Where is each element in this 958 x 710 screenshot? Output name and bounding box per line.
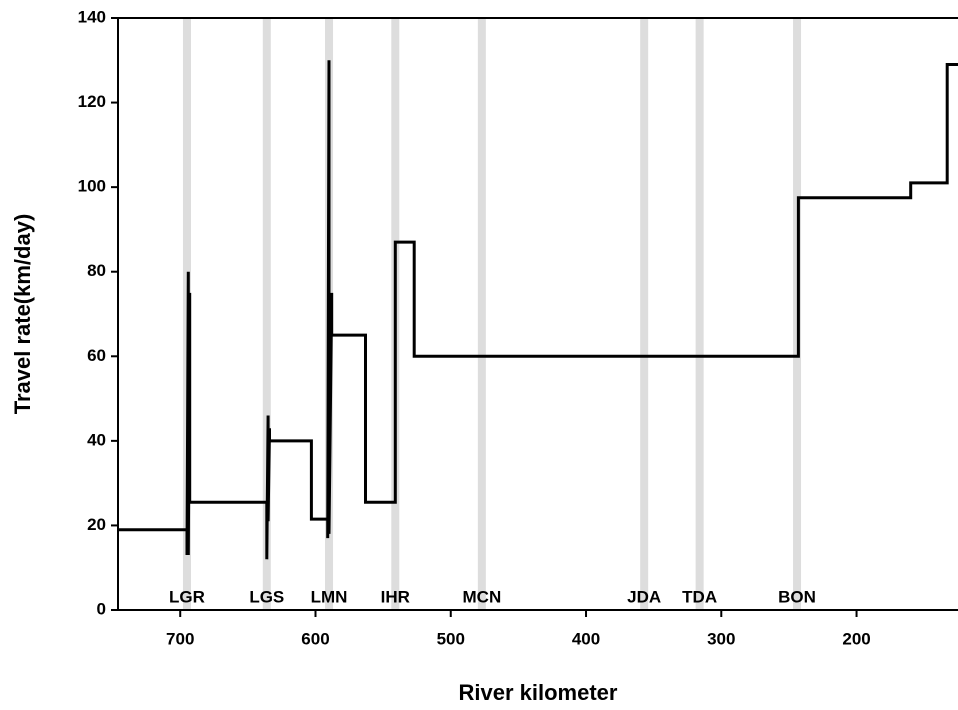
dam-label: LMN — [311, 587, 348, 606]
dam-band — [695, 18, 704, 610]
dam-label: LGR — [169, 587, 205, 606]
x-tick-label: 500 — [437, 629, 465, 648]
y-tick-label: 0 — [97, 599, 106, 618]
dam-band — [477, 18, 486, 610]
data-line — [118, 60, 958, 560]
dam-band — [640, 18, 649, 610]
dam-label: TDA — [682, 587, 717, 606]
dam-label: JDA — [627, 587, 661, 606]
y-tick-label: 60 — [87, 346, 106, 365]
x-tick-label: 200 — [842, 629, 870, 648]
y-tick-label: 40 — [87, 430, 106, 449]
dam-label: MCN — [463, 587, 502, 606]
dam-label: BON — [778, 587, 816, 606]
dam-band — [262, 18, 271, 610]
x-tick-label: 700 — [166, 629, 194, 648]
x-tick-label: 300 — [707, 629, 735, 648]
y-tick-label: 100 — [78, 177, 106, 196]
y-tick-label: 20 — [87, 515, 106, 534]
y-tick-label: 140 — [78, 7, 106, 26]
x-tick-label: 400 — [572, 629, 600, 648]
dam-label: LGS — [249, 587, 284, 606]
x-tick-label: 600 — [301, 629, 329, 648]
y-tick-label: 80 — [87, 261, 106, 280]
dam-label: IHR — [381, 587, 410, 606]
y-axis-title: Travel rate(km/day) — [10, 214, 35, 415]
x-axis-title: River kilometer — [459, 680, 618, 705]
y-tick-label: 120 — [78, 92, 106, 111]
